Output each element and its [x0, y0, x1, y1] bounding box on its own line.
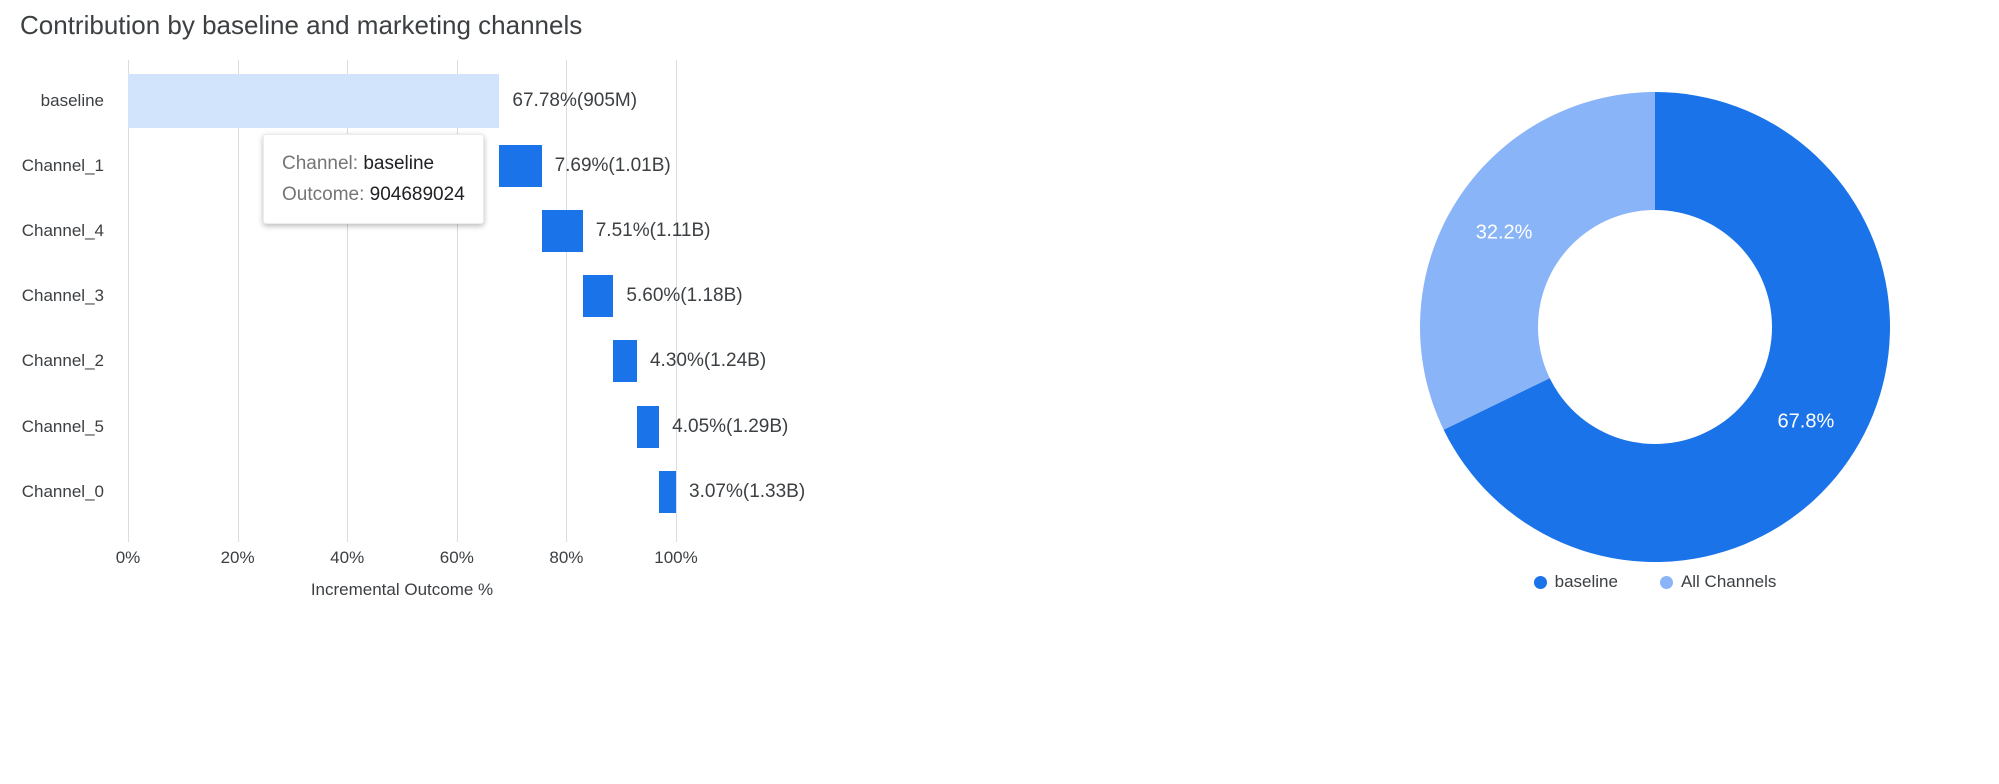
y-axis-label: Channel_4 — [21, 220, 104, 240]
legend-label-baseline: baseline — [1554, 572, 1618, 591]
bar-value-label: 7.69%(1.01B) — [554, 154, 671, 176]
bar-Channel_1[interactable] — [499, 144, 542, 187]
x-axis-title: Incremental Outcome % — [310, 580, 494, 599]
y-axis-label: Channel_2 — [21, 351, 104, 371]
bar-baseline[interactable] — [128, 73, 500, 128]
x-tick-label: 40% — [330, 548, 365, 567]
gridline — [237, 60, 239, 542]
legend-dot-all-channels — [1659, 575, 1673, 589]
donut-legend: baseline All Channels — [1420, 572, 1890, 592]
gridline — [676, 60, 677, 542]
x-tick-label: 20% — [220, 548, 255, 567]
bar-value-label: 5.60%(1.18B) — [626, 285, 743, 307]
bar-value-label: 4.30%(1.24B) — [649, 350, 767, 372]
legend-item-all-channels[interactable]: All Channels — [1659, 572, 1777, 592]
donut-hole — [1538, 210, 1772, 444]
bar-Channel_2[interactable] — [613, 340, 637, 383]
gridline — [566, 60, 568, 542]
legend-label-all-channels: All Channels — [1680, 572, 1777, 591]
tooltip-channel-value: baseline — [363, 153, 435, 174]
donut-slice-percentage: 67.8% — [1778, 410, 1835, 432]
bar-value-label: 7.51%(1.11B) — [595, 219, 711, 241]
tooltip: Channel: baseline Outcome: 904689024 — [263, 134, 484, 224]
gridline — [347, 60, 349, 542]
x-tick-label: 0% — [115, 548, 141, 567]
bar-value-label: 4.05%(1.29B) — [672, 415, 789, 437]
y-axis-label: baseline — [40, 90, 104, 110]
y-axis-label: Channel_1 — [21, 155, 104, 175]
legend-item-baseline[interactable]: baseline — [1533, 572, 1618, 592]
bar-Channel_3[interactable] — [582, 275, 614, 318]
x-tick-label: 60% — [439, 548, 474, 567]
y-axis-label: Channel_3 — [21, 286, 104, 306]
legend-dot-baseline — [1533, 575, 1547, 589]
tooltip-outcome-label: Outcome: — [282, 184, 365, 205]
tooltip-outcome-value: 904689024 — [369, 184, 465, 205]
x-tick-label: 80% — [549, 548, 584, 567]
donut-slice-percentage: 32.2% — [1476, 222, 1533, 244]
y-axis-label: Channel_0 — [21, 481, 104, 501]
bar-Channel_4[interactable] — [541, 210, 583, 252]
tooltip-channel-label: Channel: — [282, 153, 359, 174]
bar-Channel_5[interactable] — [636, 405, 660, 448]
gridline — [456, 60, 458, 542]
tooltip-outcome-row: Outcome: 904689024 — [282, 179, 465, 210]
bar-Channel_0[interactable] — [659, 470, 676, 513]
chart-title: Contribution by baseline and marketing c… — [20, 10, 583, 40]
gridline — [128, 60, 129, 542]
y-axis-label: Channel_5 — [21, 416, 104, 436]
bar-value-label: 67.78%(905M) — [512, 89, 638, 111]
x-tick-label: 100% — [654, 548, 698, 567]
tooltip-channel-row: Channel: baseline — [282, 148, 465, 179]
donut-chart: 67.8% 32.2% — [1420, 92, 1890, 562]
bar-value-label: 3.07%(1.33B) — [689, 480, 806, 502]
